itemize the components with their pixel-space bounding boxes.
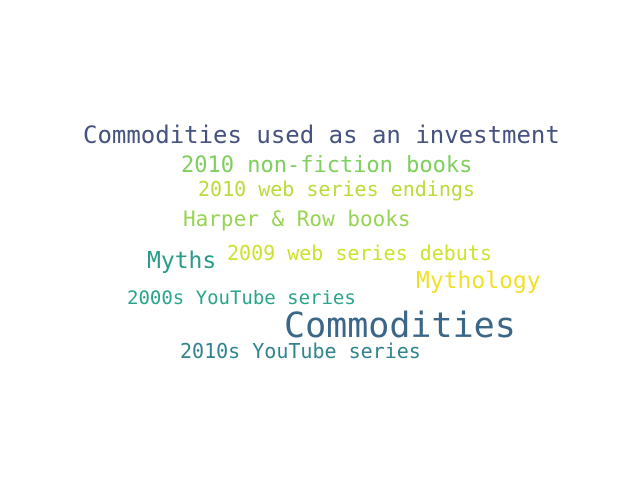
word-commodities-used-as-an-investment: Commodities used as an investment: [83, 121, 560, 149]
word-2010-non-fiction-books: 2010 non-fiction books: [181, 153, 473, 178]
word-2010s-youtube-series: 2010s YouTube series: [180, 339, 421, 363]
word-myths: Myths: [147, 248, 217, 274]
word-2010-web-series-endings: 2010 web series endings: [198, 177, 475, 201]
word-commodities: Commodities: [284, 306, 516, 346]
word-2000s-youtube-series: 2000s YouTube series: [127, 287, 356, 309]
word-2009-web-series-debuts: 2009 web series debuts: [227, 241, 492, 265]
word-mythology: Mythology: [416, 268, 541, 294]
word-harper-and-row-books: Harper & Row books: [183, 207, 411, 231]
